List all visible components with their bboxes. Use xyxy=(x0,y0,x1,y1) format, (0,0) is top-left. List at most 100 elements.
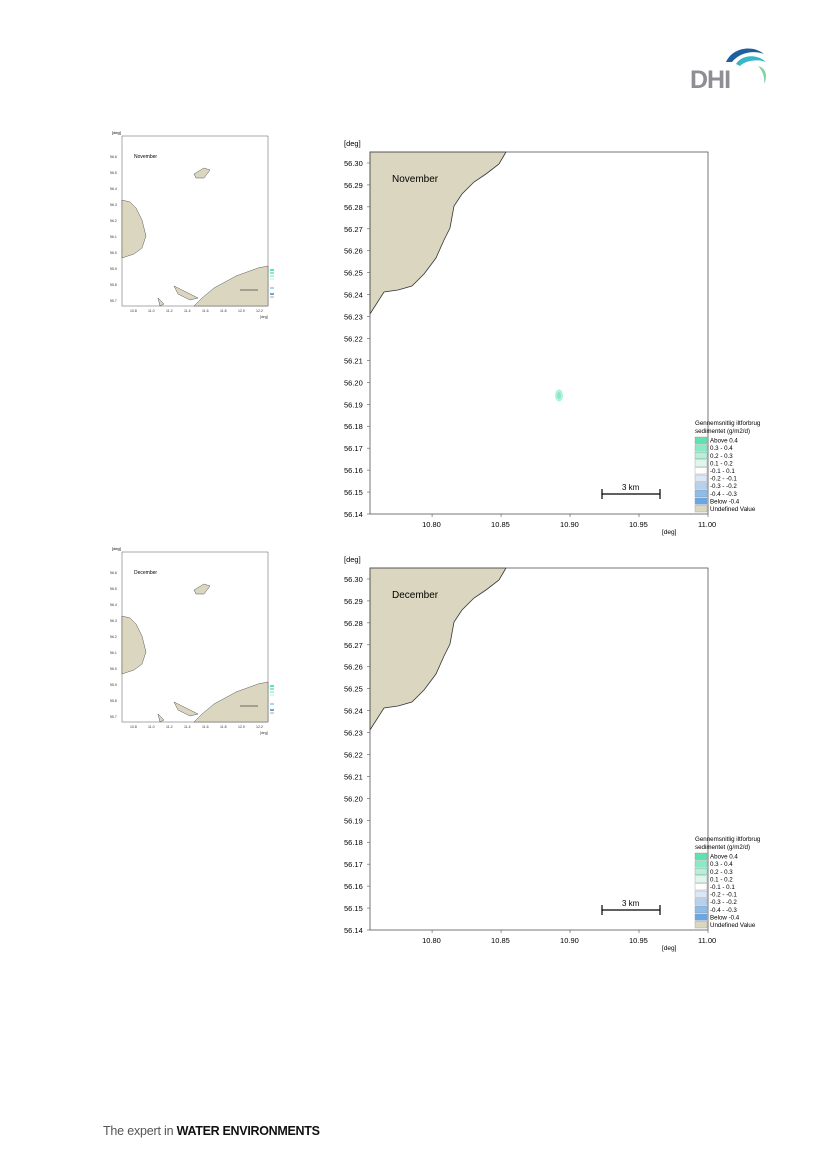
legend-label: -0.2 - -0.1 xyxy=(710,476,737,483)
scale-bar-label: 3 km xyxy=(622,483,640,492)
legend-swatch xyxy=(694,482,708,490)
y-tick-label: 56.25 xyxy=(344,269,363,278)
svg-text:56.0: 56.0 xyxy=(110,667,117,671)
x-axis-ticks: 10.80 10.85 10.90 10.95 11.00 xyxy=(422,514,716,529)
y-tick-label: 56.15 xyxy=(344,488,363,497)
scale-bar: 3 km xyxy=(601,899,661,915)
y-tick-label: 56.18 xyxy=(344,838,363,847)
sediment-patch-inner xyxy=(557,392,562,400)
y-tick-label: 56.21 xyxy=(344,772,363,781)
y-tick-label: 56.20 xyxy=(344,794,363,803)
y-tick-label: 56.25 xyxy=(344,685,363,694)
scale-bar-label: 3 km xyxy=(622,899,640,908)
logo-wave-2 xyxy=(736,56,766,66)
svg-text:55.9: 55.9 xyxy=(110,267,117,271)
logo-text: DHI xyxy=(690,66,730,94)
svg-text:56.3: 56.3 xyxy=(110,619,117,623)
overview-thumbnail: [deg] December 56.6 56.5 56.4 56.3 56.2 56.1… xyxy=(110,546,274,735)
svg-text:11.6: 11.6 xyxy=(202,725,209,729)
thumb-land-southeast xyxy=(193,265,269,307)
y-tick-label: 56.20 xyxy=(344,378,363,387)
y-tick-label: 56.17 xyxy=(344,444,363,453)
x-tick-label: 10.85 xyxy=(491,520,510,529)
footer-strong: WATER ENVIRONMENTS xyxy=(176,1124,320,1138)
svg-text:11.2: 11.2 xyxy=(166,725,173,729)
thumb-land-small xyxy=(173,285,199,301)
y-tick-label: 56.23 xyxy=(344,313,363,322)
legend-swatch xyxy=(694,497,708,505)
thumb-x-ticks: 10.8 11.0 11.2 11.4 11.6 11.8 12.0 12.2 xyxy=(130,725,263,729)
legend-label: Below -0.4 xyxy=(710,498,740,505)
logo-wave-1 xyxy=(726,48,764,62)
legend-swatch xyxy=(694,883,708,891)
map-panel-november: [deg] November 56.6 56.5 56.4 56.3 56.2 56.1… xyxy=(0,128,827,538)
thumb-axis-unit: [deg] xyxy=(112,130,121,135)
legend-swatch xyxy=(694,890,708,898)
legend-title-2: sedimentet (g/m2/d) xyxy=(695,844,750,851)
y-tick-label: 56.26 xyxy=(344,247,363,256)
thumb-land-west xyxy=(121,199,147,259)
thumb-x-unit: [deg] xyxy=(260,315,268,319)
thumb-land-island xyxy=(193,583,211,595)
svg-text:55.7: 55.7 xyxy=(110,715,117,719)
svg-text:55.9: 55.9 xyxy=(110,683,117,687)
overview-thumbnail: [deg] November 56.6 56.5 56.4 56.3 56.2 56.1… xyxy=(110,130,274,319)
legend-title-1: Gennemsnitlig iltforbrug xyxy=(695,836,761,843)
y-tick-label: 56.22 xyxy=(344,750,363,759)
y-tick-label: 56.15 xyxy=(344,904,363,913)
svg-text:12.0: 12.0 xyxy=(238,725,245,729)
map-november: [deg] November 56.30 56.29 56.28 56.27 56.26… xyxy=(344,139,761,536)
legend-swatch xyxy=(694,474,708,482)
legend-title-1: Gennemsnitlig iltforbrug xyxy=(695,420,761,427)
legend-swatch xyxy=(694,913,708,921)
y-tick-label: 56.16 xyxy=(344,882,363,891)
legend-items: Above 0.4 0.3 - 0.4 0.2 - 0.3 0.1 - 0.2 … xyxy=(694,852,756,929)
legend-label: 0.3 - 0.4 xyxy=(710,861,733,868)
legend-label: -0.4 - -0.3 xyxy=(710,907,737,914)
thumb-y-ticks: 56.6 56.5 56.4 56.3 56.2 56.1 56.0 55.9 55.8 5… xyxy=(110,571,117,719)
svg-text:56.4: 56.4 xyxy=(110,187,117,191)
svg-text:10.8: 10.8 xyxy=(130,309,137,313)
x-tick-label: 10.80 xyxy=(422,936,441,945)
legend-label: Above 0.4 xyxy=(710,854,738,861)
thumb-month-label: December xyxy=(134,570,157,576)
x-tick-label: 10.85 xyxy=(491,936,510,945)
thumb-x-unit: [deg] xyxy=(260,731,268,735)
thumb-land-islet xyxy=(157,713,165,723)
map-border xyxy=(369,151,709,515)
legend-swatch xyxy=(694,467,708,475)
y-tick-label: 56.27 xyxy=(344,225,363,234)
x-tick-label: 10.90 xyxy=(560,520,579,529)
thumb-legend xyxy=(270,685,274,714)
y-tick-label: 56.28 xyxy=(344,619,363,628)
legend-label: -0.1 - 0.1 xyxy=(710,468,735,475)
x-tick-label: 11.00 xyxy=(698,520,716,529)
legend-label: Above 0.4 xyxy=(710,438,738,445)
y-tick-label: 56.19 xyxy=(344,400,363,409)
svg-text:56.6: 56.6 xyxy=(110,571,117,575)
y-axis-ticks: 56.30 56.29 56.28 56.27 56.26 56.25 56.24 56.23… xyxy=(344,575,370,935)
svg-text:56.0: 56.0 xyxy=(110,251,117,255)
legend-swatch xyxy=(694,505,708,513)
y-tick-label: 56.23 xyxy=(344,729,363,738)
legend-swatch xyxy=(694,898,708,906)
svg-text:56.2: 56.2 xyxy=(110,635,117,639)
legend-label: 0.1 - 0.2 xyxy=(710,460,733,467)
svg-text:10.8: 10.8 xyxy=(130,725,137,729)
month-label: November xyxy=(392,174,439,185)
thumb-land-small xyxy=(173,701,199,717)
legend-swatch xyxy=(694,860,708,868)
svg-text:11.2: 11.2 xyxy=(166,309,173,313)
y-axis-unit: [deg] xyxy=(344,139,361,148)
thumb-legend xyxy=(270,269,274,298)
land-polygon xyxy=(369,151,507,316)
y-tick-label: 56.24 xyxy=(344,707,363,716)
y-tick-label: 56.21 xyxy=(344,356,363,365)
legend-label: 0.1 - 0.2 xyxy=(710,876,733,883)
thumb-x-ticks: 10.8 11.0 11.2 11.4 11.6 11.8 12.0 12.2 xyxy=(130,309,263,313)
legend-swatch xyxy=(694,444,708,452)
footer-prefix: The expert in xyxy=(103,1124,177,1138)
legend-label: Undefined Value xyxy=(710,922,756,929)
y-tick-label: 56.16 xyxy=(344,466,363,475)
y-tick-label: 56.24 xyxy=(344,291,363,300)
